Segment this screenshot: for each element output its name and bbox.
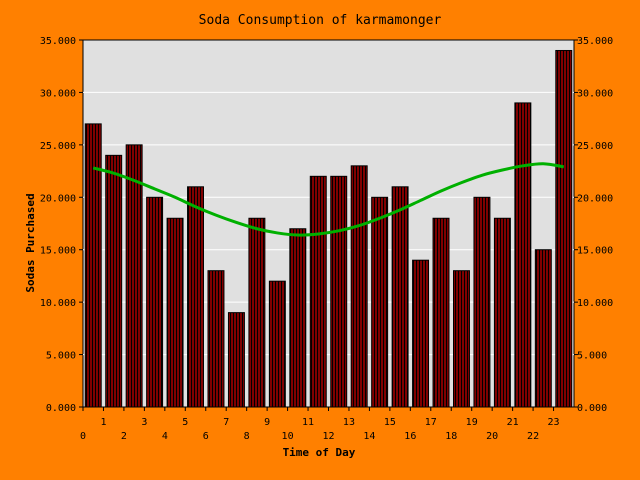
bar	[391, 186, 409, 408]
y-tick-label-left: 10.000	[40, 298, 76, 309]
x-tick-label: 7	[223, 417, 229, 428]
y-tick-label-right: 20.000	[577, 193, 613, 204]
bar	[166, 217, 184, 408]
y-tick-label-right: 15.000	[577, 246, 613, 257]
x-tick-label: 12	[322, 431, 334, 442]
x-tick-label: 8	[244, 431, 250, 442]
bar	[432, 217, 450, 408]
bar	[105, 154, 123, 408]
bars	[84, 49, 573, 408]
bar	[473, 196, 491, 408]
bar	[309, 175, 327, 408]
x-tick-label: 21	[507, 417, 519, 428]
x-tick-label: 0	[80, 431, 86, 442]
bar	[534, 249, 552, 408]
bar	[493, 217, 511, 408]
y-axis-label: Sodas Purchased	[24, 193, 37, 292]
x-tick-label: 17	[425, 417, 437, 428]
y-tick-label-right: 0.000	[577, 403, 607, 414]
x-tick-label: 4	[162, 431, 168, 442]
bar	[555, 49, 573, 408]
x-tick-label: 15	[384, 417, 396, 428]
trend-line	[92, 162, 565, 237]
x-tick-label: 6	[203, 431, 209, 442]
bar	[514, 102, 532, 408]
bar	[248, 217, 266, 408]
x-tick-label: 3	[141, 417, 147, 428]
bar	[453, 270, 470, 408]
grid	[83, 91, 574, 356]
plot-area	[82, 39, 575, 408]
y-tick-label-left: 30.000	[40, 88, 76, 99]
x-axis-label: Time of Day	[283, 446, 356, 459]
x-tick-label: 23	[548, 417, 560, 428]
bar	[207, 270, 225, 408]
x-tick-label: 14	[363, 431, 375, 442]
y-tick-label-right: 10.000	[577, 298, 613, 309]
x-tick-label: 20	[486, 431, 498, 442]
y-tick-label-left: 0.000	[46, 403, 76, 414]
bar	[125, 144, 143, 408]
y-tick-label-right: 25.000	[577, 141, 613, 152]
bar	[350, 165, 368, 408]
x-tick-label: 9	[264, 417, 270, 428]
bar	[330, 175, 348, 408]
y-tick-label-left: 35.000	[40, 36, 76, 47]
x-tick-label: 18	[445, 431, 457, 442]
bar	[412, 259, 430, 408]
bar	[187, 186, 204, 408]
bar	[84, 123, 102, 408]
x-tick-label: 10	[282, 431, 294, 442]
x-tick-label: 22	[527, 431, 539, 442]
y-tick-label-left: 20.000	[40, 193, 76, 204]
x-tick-label: 1	[100, 417, 106, 428]
bar	[146, 196, 164, 408]
y-tick-label-right: 5.000	[577, 351, 607, 362]
x-tick-label: 16	[404, 431, 416, 442]
trend	[92, 162, 565, 237]
bar	[268, 280, 286, 408]
chart-title: Soda Consumption of karmamonger	[199, 13, 442, 28]
x-tick-label: 19	[466, 417, 478, 428]
bar	[371, 196, 389, 408]
x-tick-label: 13	[343, 417, 355, 428]
y-tick-label-left: 5.000	[46, 351, 76, 362]
y-tick-label-left: 15.000	[40, 246, 76, 257]
x-tick-label: 5	[182, 417, 188, 428]
y-tick-label-right: 30.000	[577, 88, 613, 99]
x-tick-label: 2	[121, 431, 127, 442]
x-tick-label: 11	[302, 417, 314, 428]
bar	[289, 228, 307, 408]
bar	[227, 312, 245, 408]
y-tick-label-right: 35.000	[577, 36, 613, 47]
y-tick-label-left: 25.000	[40, 141, 76, 152]
